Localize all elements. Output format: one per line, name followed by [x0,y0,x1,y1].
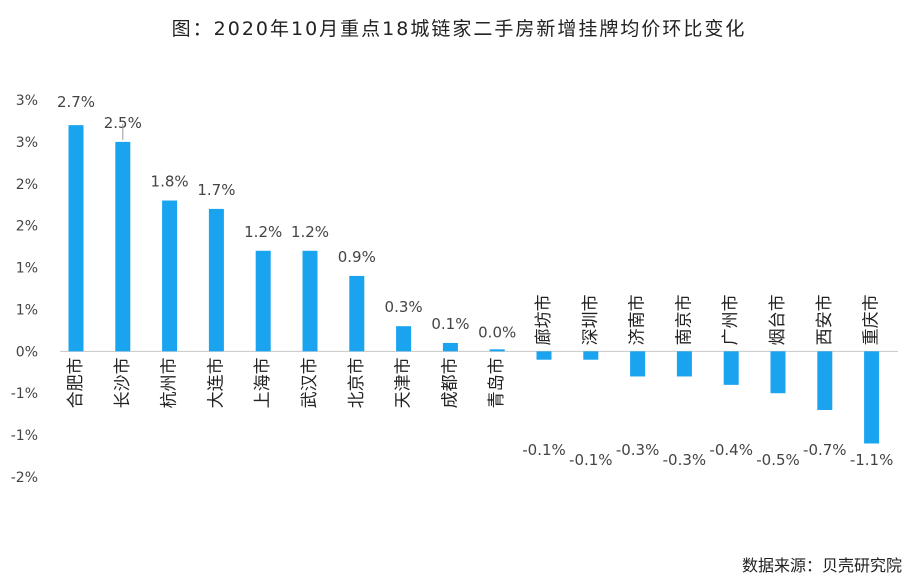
category-label: 南京市 [674,294,694,345]
bar [583,351,599,360]
data-label: 0.0% [478,323,516,341]
category-label: 上海市 [253,357,273,408]
y-tick-label: 0% [16,344,38,360]
bar [255,250,271,352]
bar [442,342,458,352]
bar [208,208,224,352]
category-label: 广州市 [721,294,741,345]
data-label: 1.7% [197,181,235,199]
category-label: 杭州市 [160,357,180,408]
bar [864,351,880,444]
category-label: 成都市 [440,357,460,408]
category-label: 烟台市 [768,294,788,345]
category-label: 长沙市 [113,357,133,408]
bar [396,326,412,352]
y-tick-label: 3% [16,93,38,109]
category-label: 济南市 [628,294,648,345]
bar-layer [68,125,880,444]
chart-title: 图：2020年10月重点18城链家二手房新增挂牌均价环比变化 [171,18,747,40]
bar [489,349,505,352]
label-layer: 合肥市 2.7% 长沙市 2.5% 杭州市 1.8% 大连市 1.7% 上海市 1.2% 武汉市 1.… [57,93,893,469]
bar [676,351,692,377]
y-tick-label: -1% [11,428,38,444]
data-label: 1.8% [151,173,189,191]
data-label: -0.7% [803,441,847,459]
category-label: 合肥市 [66,357,86,408]
bar [68,125,84,352]
chart-source: 数据来源：贝壳研究院 [741,556,902,575]
data-label: 0.1% [431,315,469,333]
y-tick-label: -1% [11,386,38,402]
bar [630,351,646,377]
bar [817,351,833,410]
axis-layer: 3% 3% 2% 2% 1% 1% 0% -1% -1% -2% [11,93,898,486]
bar [770,351,786,394]
y-tick-label: 1% [16,302,38,318]
category-label: 大连市 [206,357,226,408]
data-label: 1.2% [291,223,329,241]
bar [536,351,552,360]
category-label: 青岛市 [487,357,507,408]
data-label: 2.5% [104,114,142,132]
data-label: -0.3% [663,451,707,469]
category-label: 重庆市 [862,294,882,345]
bar [162,200,178,352]
category-label: 西安市 [815,294,835,345]
data-label: -1.1% [850,451,894,469]
category-label: 北京市 [347,357,367,408]
category-label: 武汉市 [300,357,320,408]
category-label: 天津市 [394,357,414,408]
y-tick-label: 1% [16,261,38,277]
category-label: 深圳市 [581,294,601,345]
data-label: -0.1% [569,451,613,469]
data-label: -0.3% [616,441,660,459]
bar [115,141,131,352]
y-tick-label: 3% [16,135,38,151]
data-label: -0.4% [709,441,753,459]
bar [723,351,739,385]
category-label: 廊坊市 [534,294,554,345]
data-label: 0.3% [385,298,423,316]
bar [349,275,365,352]
data-label: 0.9% [338,248,376,266]
y-tick-label: -2% [11,470,38,486]
bar [302,250,318,352]
data-label: -0.5% [756,451,800,469]
y-tick-label: 2% [16,177,38,193]
data-label: -0.1% [522,441,566,459]
data-label: 1.2% [244,223,282,241]
y-tick-label: 2% [16,219,38,235]
data-label: 2.7% [57,93,95,111]
